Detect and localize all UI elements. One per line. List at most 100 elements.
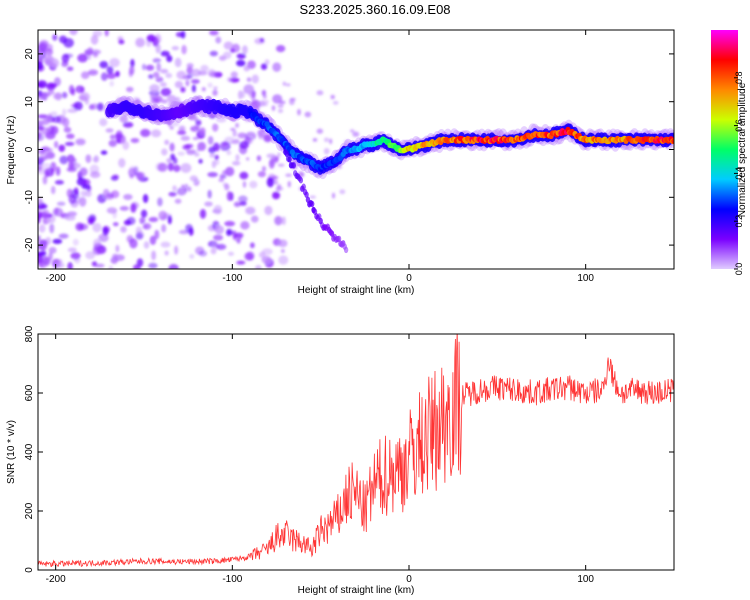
- noise-blob: [274, 157, 279, 164]
- colorbar-label: Normalized spectral amplitude: [737, 82, 748, 217]
- noise-blob: [343, 139, 350, 146]
- noise-blob: [240, 91, 246, 98]
- noise-blob: [278, 239, 288, 248]
- noise-blob: [189, 175, 198, 182]
- noise-blob: [80, 71, 90, 80]
- noise-blob: [207, 171, 218, 178]
- noise-blob: [161, 99, 168, 104]
- noise-blob: [339, 189, 346, 195]
- noise-blob: [145, 64, 155, 71]
- noise-blob: [81, 184, 91, 190]
- noise-blob: [239, 141, 250, 149]
- noise-blob: [230, 48, 236, 53]
- noise-blob: [246, 137, 253, 145]
- noise-blob: [129, 238, 138, 249]
- noise-blob: [349, 129, 355, 133]
- noise-blob: [233, 138, 240, 144]
- noise-blob: [141, 63, 147, 71]
- noise-blob: [135, 37, 146, 48]
- noise-blob: [230, 71, 238, 78]
- noise-blob: [38, 61, 43, 70]
- noise-blob: [243, 84, 255, 95]
- noise-blob: [209, 153, 216, 158]
- noise-blob: [154, 229, 160, 240]
- noise-blob: [173, 164, 181, 173]
- snr-x-tick-label: -200: [46, 574, 66, 585]
- noise-blob: [118, 158, 126, 168]
- snr-panel: -200 -100 0 100 0 200 400 600 800 Height of str…: [6, 325, 675, 596]
- noise-blob: [258, 130, 263, 135]
- noise-blob: [161, 148, 168, 156]
- noise-blob: [70, 88, 76, 96]
- noise-blob: [215, 36, 222, 44]
- noise-blob: [38, 131, 42, 140]
- noise-blob: [174, 245, 179, 255]
- spectrogram-x-ticks: -200 -100 0 100: [46, 30, 594, 284]
- noise-blob: [209, 30, 219, 36]
- snr-x-tick-label: -100: [222, 574, 242, 585]
- noise-blob: [227, 76, 233, 83]
- noise-blob: [316, 128, 324, 134]
- noise-blob: [136, 258, 144, 268]
- noise-blob: [41, 209, 50, 219]
- noise-blob: [180, 162, 192, 173]
- noise-blob: [212, 123, 219, 132]
- noise-blob: [53, 140, 59, 149]
- noise-blob: [254, 37, 265, 45]
- noise-blob: [182, 144, 191, 150]
- noise-blob: [119, 206, 129, 211]
- snr-y-tick-label: 800: [24, 325, 35, 342]
- noise-blob: [39, 150, 49, 160]
- noise-blob: [149, 235, 157, 245]
- noise-blob: [85, 251, 96, 260]
- noise-blob: [266, 177, 274, 188]
- noise-blob: [115, 244, 120, 253]
- snr-y-tick-label: 200: [24, 502, 35, 519]
- noise-blob: [38, 92, 44, 101]
- noise-blob: [160, 50, 170, 57]
- noise-blob: [122, 140, 130, 150]
- noise-blob: [130, 203, 137, 213]
- noise-blob: [54, 207, 59, 215]
- noise-blob: [109, 80, 115, 87]
- noise-blob: [264, 205, 273, 216]
- noise-blob: [148, 74, 154, 79]
- noise-blob: [115, 70, 120, 77]
- noise-blob: [132, 264, 141, 269]
- spectrogram-y-tick-label: -20: [24, 237, 35, 252]
- noise-blob: [99, 60, 109, 69]
- noise-blob: [222, 169, 230, 175]
- colorbar-ticks: 0.0 0.2 0.4 0.6 0.8: [734, 72, 744, 276]
- noise-blob: [169, 126, 174, 130]
- noise-blob: [185, 79, 190, 87]
- noise-blob: [207, 136, 214, 145]
- noise-blob: [157, 197, 163, 207]
- noise-blob: [260, 63, 268, 70]
- noise-blob: [213, 204, 223, 215]
- noise-blob: [41, 92, 51, 97]
- noise-blob: [219, 173, 224, 180]
- noise-blob: [242, 181, 247, 188]
- noise-blob: [63, 37, 74, 48]
- spectrogram-x-tick-label: 0: [406, 273, 412, 284]
- colorbar: 0.0 0.2 0.4 0.6 0.8 Normalized spectral ampl…: [711, 30, 748, 275]
- noise-blob: [279, 100, 286, 105]
- noise-blob: [44, 59, 53, 66]
- noise-blob: [199, 127, 206, 136]
- noise-blob: [200, 64, 209, 72]
- noise-blob: [196, 148, 201, 152]
- noise-blob: [214, 225, 225, 235]
- noise-blob: [212, 89, 218, 96]
- noise-blob: [77, 53, 88, 63]
- noise-blob: [109, 134, 116, 140]
- noise-blob: [181, 44, 187, 55]
- noise-blob: [250, 215, 259, 223]
- noise-blob: [143, 241, 150, 249]
- figure-title: S233.2025.360.16.09.E08: [299, 2, 450, 17]
- noise-blob: [297, 108, 301, 116]
- noise-blob: [49, 58, 60, 68]
- noise-blob: [50, 161, 57, 172]
- noise-blob: [108, 265, 114, 269]
- colorbar-tick-label: 0.0: [734, 263, 744, 276]
